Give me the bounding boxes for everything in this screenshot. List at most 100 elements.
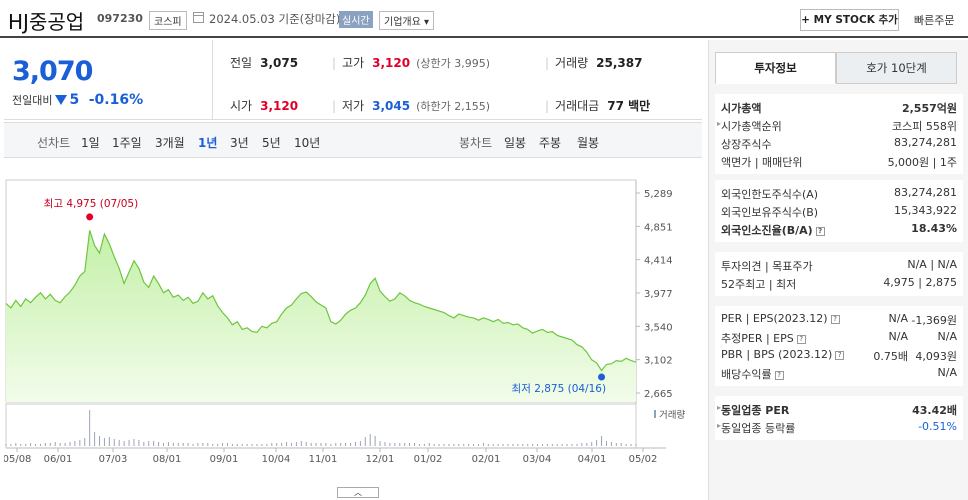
help-icon[interactable]: ? [796,335,806,344]
x-tick-label: 07/03 [99,454,128,465]
prev-close: 전일 3,075 [230,56,299,70]
y-tick-label: 5,289 [644,189,673,200]
y-tick-label: 3,102 [644,356,673,367]
tab-3year[interactable]: 3년 [230,136,249,150]
x-tick-label: 03/04 [523,454,552,465]
x-tick-label: 11/01 [309,454,338,465]
volume: | 거래량 25,387 [545,56,643,70]
group-foreign: 외국인한도주식수(A) 83,274,281 외국인보유주식수(B) 15,343,9… [715,180,963,242]
change-label: 전일대비 [12,94,53,107]
price-chart: 5,289 4,851 4,414 3,977 3,540 3,102 2,665 최고 4,… [4,158,702,500]
tab-10year[interactable]: 10년 [294,136,321,150]
info-value: 4,093원 [915,350,957,363]
info-label: 액면가 | 매매단위 [721,156,803,169]
info-row: 52주최고 | 최저 4,975 | 2,875 [715,274,963,292]
price-change: 전일대비 5 -0.16% [12,92,143,108]
stock-header: HJ중공업 097230 코스피 2024.05.03 기준(장마감) 실시간 … [0,0,968,38]
info-row: 액면가 | 매매단위 5,000원 | 1주 [715,152,963,170]
stock-code: 097230 [97,12,143,25]
info-label: 외국인보유주식수(B) [721,206,819,219]
current-price: 3,070 [12,56,93,87]
x-tick-label: 05/08 [4,454,31,465]
info-value-primary: N/A [888,330,908,343]
investment-info-panel: 투자정보 호가 10단계 시가총액 2,557억원 시가총액순위 ▸ 코스피 558위 상… [708,40,968,500]
info-row[interactable]: PER | EPS(2023.12)? N/A -1,369원 [715,310,963,328]
info-row[interactable]: 외국인소진율(B/A)? 18.43% [715,220,963,238]
info-row[interactable]: 추정PER | EPS? N/A N/A [715,328,963,346]
info-label: 52주최고 | 최저 [721,278,797,291]
info-value: 4,975 | 2,875 [883,276,957,289]
info-row: 상장주식수 83,274,281 [715,134,963,152]
calendar-icon [193,12,204,23]
candle-chart-label: 봉차트 [459,136,493,150]
arrow-right-icon[interactable]: ▸ [717,403,722,412]
info-value: -1,369원 [911,314,957,327]
x-tick-label: 09/01 [210,454,239,465]
help-icon[interactable]: ? [835,351,845,360]
group-market-cap: 시가총액 2,557억원 시가총액순위 ▸ 코스피 558위 상장주식수 83,274,28… [715,94,963,174]
info-value: 5,000원 | 1주 [887,156,957,169]
chart-scroll-up-button[interactable]: ︿ [337,487,379,498]
x-tick-label: 06/01 [44,454,73,465]
info-value: 83,274,281 [894,186,957,199]
chart-tabs: 선차트 1일 1주일 3개월 1년 3년 5년 10년 봉차트 일봉 주봉 월봉 [4,122,702,158]
divider [212,40,213,120]
help-icon[interactable]: ? [830,315,840,324]
info-row[interactable]: 동일업종 등락률 ▸ -0.51% [715,418,963,436]
tab-3month[interactable]: 3개월 [155,136,185,150]
realtime-button[interactable]: 실시간 [339,11,373,28]
group-opinion: 투자의견 | 목표주가 N/A | N/A 52주최고 | 최저 4,975 | 2,… [715,252,963,296]
info-row[interactable]: 배당수익률? N/A [715,364,963,382]
y-tick-label: 4,851 [644,222,673,233]
info-label: 시가총액 [721,102,762,115]
down-arrow-icon [55,95,68,105]
info-row[interactable]: PBR | BPS (2023.12)? 0.75배 4,093원 [715,346,963,364]
info-row[interactable]: 시가총액순위 ▸ 코스피 558위 [715,116,963,134]
info-value: 18.43% [911,222,957,235]
tab-1day[interactable]: 1일 [81,136,100,150]
info-label: 외국인한도주식수(A) [721,188,819,201]
info-value-primary: N/A [888,312,908,325]
tab-investment-info[interactable]: 투자정보 [715,52,836,84]
low-point-marker [598,373,606,381]
info-label: 배당수익률? [721,366,784,382]
info-value: N/A [937,366,957,379]
tab-order-book[interactable]: 호가 10단계 [836,52,957,84]
high-point-marker [86,213,94,221]
line-chart-label: 선차트 [37,136,71,150]
y-tick-label: 4,414 [644,256,673,267]
quick-order-link[interactable]: 빠른주문 [914,14,955,27]
group-industry: 동일업종 PER ▸ 43.42배 동일업종 등락률 ▸ -0.51% [715,396,963,440]
info-label: 외국인소진율(B/A)? [721,222,825,238]
info-value: N/A [937,330,957,343]
y-tick-label: 3,977 [644,289,673,300]
company-overview-dropdown[interactable]: 기업개요 ▾ [379,11,434,30]
x-tick-label: 02/01 [472,454,501,465]
tab-daily-candle[interactable]: 일봉 [504,136,527,150]
info-row: 투자의견 | 목표주가 N/A | N/A [715,256,963,274]
info-row: 외국인보유주식수(B) 15,343,922 [715,202,963,220]
arrow-right-icon[interactable]: ▸ [717,421,722,430]
tab-5year[interactable]: 5년 [262,136,281,150]
tab-weekly-candle[interactable]: 주봉 [539,136,562,150]
volume-label: 거래량 [659,409,685,421]
base-date: 2024.05.03 기준(장마감) [209,12,341,26]
add-my-stock-button[interactable]: + MY STOCK 추가 [800,9,899,31]
info-value: 15,343,922 [894,204,957,217]
tab-1week[interactable]: 1주일 [112,136,142,150]
info-row: 외국인한도주식수(A) 83,274,281 [715,184,963,202]
info-row[interactable]: 동일업종 PER ▸ 43.42배 [715,400,963,418]
arrow-right-icon[interactable]: ▸ [717,119,722,128]
help-icon[interactable]: ? [774,371,784,380]
tab-monthly-candle[interactable]: 월봉 [577,136,600,150]
market-badge: 코스피 [149,11,187,30]
low-annotation: 최저 2,875 (04/16) [512,383,607,395]
x-tick-label: 10/04 [262,454,291,465]
tab-1year[interactable]: 1년 [198,136,218,150]
help-icon[interactable]: ? [815,227,825,236]
x-tick-label: 12/01 [366,454,395,465]
info-value: N/A | N/A [907,258,957,271]
info-row: 시가총액 2,557억원 [715,98,963,116]
info-label: PER | EPS(2023.12)? [721,312,840,325]
info-value-primary: 0.75배 [873,350,908,363]
